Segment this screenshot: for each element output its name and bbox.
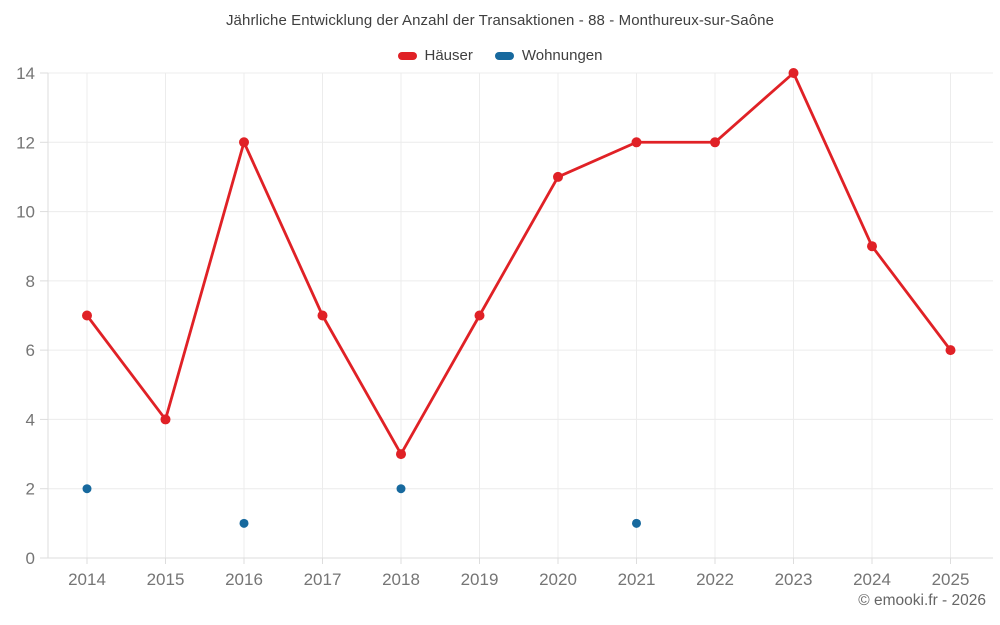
point-h-user-2021[interactable]: [631, 137, 642, 148]
x-axis-tick-label: 2016: [225, 570, 263, 589]
point-wohnungen-2016[interactable]: [239, 518, 249, 528]
point-h-user-2023[interactable]: [788, 68, 799, 78]
point-h-user-2018[interactable]: [396, 449, 406, 460]
point-h-user-2020[interactable]: [553, 171, 563, 182]
point-h-user-2024[interactable]: [867, 241, 877, 252]
chart-legend: Häuser Wohnungen: [0, 47, 1000, 64]
chart-title: Jährliche Entwicklung der Anzahl der Tra…: [225, 12, 775, 29]
legend-label: Häuser: [424, 47, 473, 64]
x-axis-tick-label: 2018: [382, 570, 420, 589]
copyright-footer: © emooki.fr - 2026: [858, 592, 986, 609]
point-wohnungen-2014[interactable]: [82, 484, 92, 494]
point-h-user-2017[interactable]: [317, 310, 328, 321]
point-h-user-2014[interactable]: [82, 310, 92, 321]
legend-item-wohnungen[interactable]: Wohnungen: [494, 47, 603, 64]
x-axis-tick-label: 2015: [147, 570, 185, 589]
x-axis-tick-label: 2017: [304, 570, 342, 589]
legend-swatch-wohnungen: [494, 51, 514, 60]
legend-label: Wohnungen: [521, 47, 603, 64]
y-axis-tick-label: 14: [16, 64, 35, 83]
point-h-user-2015[interactable]: [160, 414, 171, 425]
y-axis-tick-label: 10: [16, 203, 35, 222]
point-wohnungen-2021[interactable]: [632, 518, 641, 528]
x-axis-tick-label: 2020: [539, 570, 577, 589]
y-axis-tick-label: 12: [16, 133, 35, 152]
y-axis-tick-label: 8: [26, 272, 35, 291]
point-h-user-2025[interactable]: [945, 345, 956, 356]
x-axis-tick-label: 2023: [775, 570, 813, 589]
point-wohnungen-2018[interactable]: [396, 484, 406, 494]
x-axis-tick-label: 2019: [461, 570, 499, 589]
point-h-user-2019[interactable]: [474, 310, 485, 321]
y-axis-tick-label: 6: [26, 341, 35, 360]
x-axis-tick-label: 2025: [932, 570, 970, 589]
legend-item-h-user[interactable]: Häuser: [397, 47, 473, 64]
x-axis-tick-label: 2022: [696, 570, 734, 589]
y-axis-tick-label: 0: [26, 549, 35, 568]
x-axis-tick-label: 2021: [618, 570, 656, 589]
series-line-h-user: [85, 71, 952, 456]
legend-swatch-h-user: [397, 51, 417, 60]
y-axis-tick-label: 4: [26, 410, 35, 429]
x-axis-tick-label: 2014: [68, 570, 106, 589]
x-axis-tick-label: 2024: [853, 570, 891, 589]
point-h-user-2022[interactable]: [710, 137, 720, 148]
y-axis-tick-label: 2: [26, 480, 35, 499]
point-h-user-2016[interactable]: [239, 137, 249, 148]
